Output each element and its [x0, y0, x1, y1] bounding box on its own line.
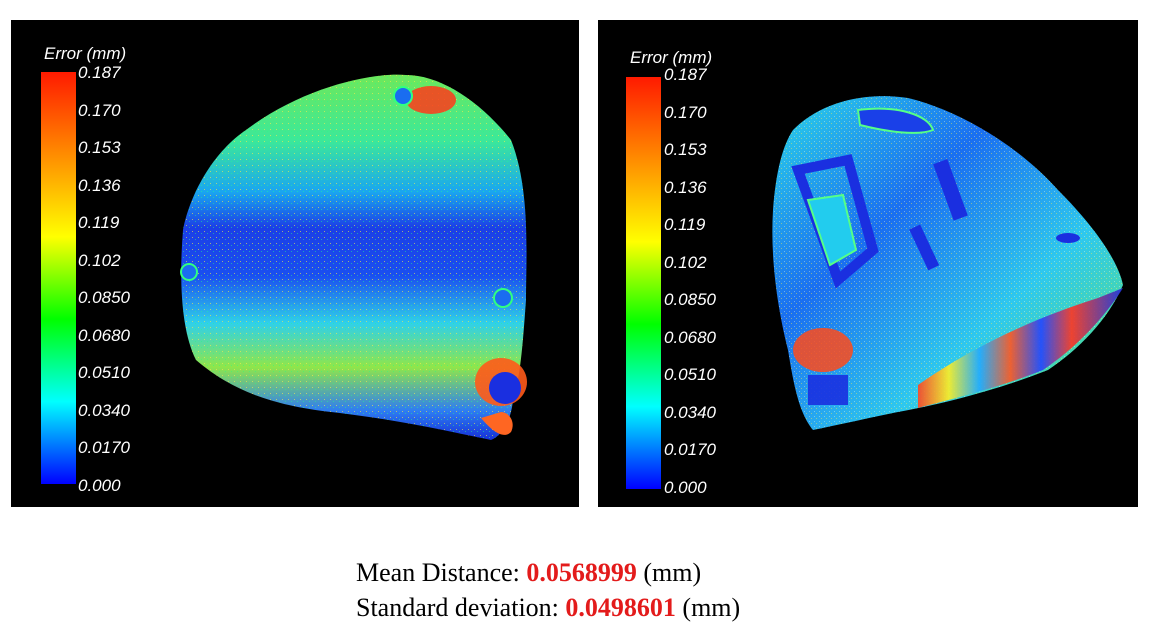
- legend-tick-label: 0.0850: [664, 290, 716, 309]
- legend-tick-label: 0.102: [664, 252, 707, 272]
- legend-tick-label: 0.0340: [664, 402, 716, 422]
- legend-tick-label: 0.119: [664, 215, 706, 234]
- legend-tick-label: 0.136: [78, 175, 121, 195]
- legend-tick-label: 0.153: [664, 140, 707, 159]
- legend-tick-label: 0.0680: [78, 325, 130, 345]
- golf-club-head-bottom-view: [772, 96, 1123, 431]
- legend-tick-label: 0.119: [78, 213, 120, 232]
- legend-tick-label: 0.0340: [78, 400, 130, 420]
- legend-tick-label: 0.000: [78, 475, 121, 495]
- legend-title: Error (mm): [630, 48, 713, 67]
- legend-tick-label: 0.0850: [78, 288, 130, 307]
- color-bar: [41, 72, 76, 484]
- error-map-right: Error (mm) 0.187 0.170 0.153 0.136 0.119 0.10…: [598, 20, 1138, 507]
- error-map-left: Error (mm) 0.187 0.170 0.153 0.136 0.119 0.10…: [11, 20, 579, 507]
- mean-distance-unit: (mm): [636, 558, 702, 587]
- mean-distance-label: Mean Distance:: [356, 558, 527, 587]
- standard-deviation-unit: (mm): [675, 593, 741, 622]
- legend-tick-label: 0.102: [78, 250, 121, 270]
- mean-distance-line: Mean Distance: 0.0568999 (mm): [356, 558, 701, 588]
- standard-deviation-label: Standard deviation:: [356, 593, 566, 622]
- legend-tick-label: 0.153: [78, 138, 121, 157]
- legend-tick-label: 0.187: [78, 63, 121, 82]
- legend-tick-label: 0.0680: [664, 327, 716, 347]
- mean-distance-value: 0.0568999: [526, 558, 637, 587]
- legend-tick-label: 0.0510: [78, 363, 130, 382]
- legend-tick-label: 0.0510: [664, 365, 716, 384]
- golf-club-head-top-view: [180, 74, 527, 441]
- legend-tick-label: 0.000: [664, 477, 707, 497]
- standard-deviation-value: 0.0498601: [565, 593, 676, 622]
- standard-deviation-line: Standard deviation: 0.0498601 (mm): [356, 593, 740, 623]
- color-bar: [626, 77, 661, 489]
- legend-tick-label: 0.170: [664, 102, 707, 122]
- legend-tick-label: 0.187: [664, 65, 707, 84]
- legend-tick-label: 0.170: [78, 100, 121, 120]
- legend-tick-label: 0.0170: [78, 438, 130, 457]
- legend-tick-label: 0.136: [664, 177, 707, 197]
- legend-tick-label: 0.0170: [664, 440, 716, 459]
- legend-title: Error (mm): [44, 44, 127, 63]
